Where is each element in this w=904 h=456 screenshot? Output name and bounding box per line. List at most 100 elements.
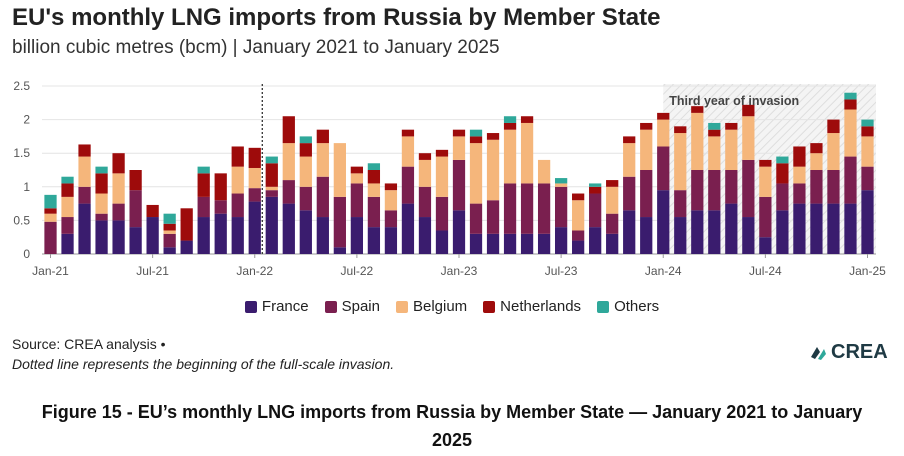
bar-segment-spain xyxy=(265,190,278,197)
bar-segment-others xyxy=(589,183,602,187)
x-tick-label: Jul-24 xyxy=(749,264,782,278)
bar-segment-netherlands xyxy=(146,204,159,218)
bar-segment-belgium xyxy=(435,156,449,197)
y-tick-label: 1.5 xyxy=(13,146,30,160)
bar-segment-france xyxy=(452,210,466,254)
bar-segment-france xyxy=(78,203,91,254)
bar-segment-france xyxy=(180,240,193,254)
bar-segment-belgium xyxy=(384,190,398,211)
bar-segment-france xyxy=(384,227,398,254)
bar-segment-spain xyxy=(810,170,823,204)
bar-segment-spain xyxy=(657,146,670,191)
bar-segment-netherlands xyxy=(776,163,789,184)
bar-segment-belgium xyxy=(282,143,295,181)
bar-segment-belgium xyxy=(401,136,415,167)
bar-segment-belgium xyxy=(95,193,108,214)
bar-segment-netherlands xyxy=(180,208,193,241)
bar-segment-france xyxy=(572,240,585,254)
bar-segment-france xyxy=(163,247,176,254)
bar-segment-netherlands xyxy=(725,122,738,130)
bar-segment-belgium xyxy=(452,136,466,160)
bar-segment-france xyxy=(61,233,74,254)
bar-segment-spain xyxy=(384,210,398,228)
bar-segment-belgium xyxy=(231,166,244,194)
bar-segment-spain xyxy=(861,166,874,191)
bar-segment-others xyxy=(844,92,857,100)
legend-item-belgium: Belgium xyxy=(395,298,467,315)
bar-segment-spain xyxy=(793,183,806,204)
crea-logo-text: CREA xyxy=(831,341,888,363)
bar-segment-belgium xyxy=(725,129,738,170)
bar-segment-france xyxy=(112,220,125,254)
bar-segment-belgium xyxy=(61,196,74,218)
bar-segment-spain xyxy=(606,213,619,234)
bar-segment-netherlands xyxy=(623,136,636,144)
bar-segment-france xyxy=(691,210,704,254)
chart-legend: France Spain Belgium Netherlands Others xyxy=(0,298,904,315)
bar-segment-belgium xyxy=(861,136,874,167)
bar-segment-france xyxy=(248,201,261,254)
bar-segment-belgium xyxy=(537,159,551,184)
chart-title: EU's monthly LNG imports from Russia by … xyxy=(12,4,661,31)
bar-segment-others xyxy=(61,176,74,184)
bar-segment-netherlands xyxy=(674,126,687,134)
source-text: Source: CREA analysis • xyxy=(12,336,166,352)
bar-segment-belgium xyxy=(418,159,432,187)
bar-segment-spain xyxy=(401,166,415,204)
third-year-annotation: Third year of invasion xyxy=(669,94,799,108)
bar-segment-spain xyxy=(708,170,721,211)
legend-label-netherlands: Netherlands xyxy=(500,298,582,315)
bar-segment-spain xyxy=(503,183,517,234)
bar-segment-belgium xyxy=(367,183,381,197)
bar-segment-netherlands xyxy=(759,159,772,167)
bar-segment-belgium xyxy=(759,166,772,197)
bar-segment-belgium xyxy=(572,200,585,231)
bar-segment-belgium xyxy=(112,173,125,204)
bar-segment-netherlands xyxy=(640,122,653,130)
bar-segment-netherlands xyxy=(742,104,755,117)
bar-segment-spain xyxy=(691,170,704,211)
bar-segment-belgium xyxy=(674,133,687,191)
bar-segment-belgium xyxy=(606,186,619,214)
bar-segment-spain xyxy=(725,170,738,204)
bar-segment-belgium xyxy=(742,116,755,160)
stacked-bar-chart: 0 0.5 1 1.5 2 2.5 Jan-21 Jul-21 Jan-22 Jul-22 Jan-… xyxy=(13,79,886,278)
bar-segment-belgium xyxy=(316,143,329,177)
bar-segment-netherlands xyxy=(78,144,91,157)
bar-segment-spain xyxy=(282,180,295,204)
bar-segment-netherlands xyxy=(708,129,721,137)
bar-segment-netherlands xyxy=(810,143,823,154)
bar-segment-spain xyxy=(742,159,755,218)
bar-segment-france xyxy=(95,220,108,254)
legend-swatch-netherlands xyxy=(483,300,496,313)
bar-segment-france xyxy=(146,217,159,254)
bar-segment-others xyxy=(708,122,721,130)
x-tick-label: Jan-21 xyxy=(32,264,69,278)
bar-segment-spain xyxy=(435,196,449,231)
bar-segment-spain xyxy=(350,183,364,218)
x-tick-label: Jan-24 xyxy=(645,264,682,278)
bar-segment-france xyxy=(776,210,789,254)
bar-segment-netherlands xyxy=(589,186,602,194)
y-tick-label: 2 xyxy=(23,113,30,127)
bar-segment-spain xyxy=(844,156,857,204)
bar-segment-others xyxy=(554,178,568,184)
bar-segment-netherlands xyxy=(606,180,619,187)
bar-segment-spain xyxy=(520,183,534,234)
bar-segment-france xyxy=(657,190,670,254)
x-tick-label: Jan-22 xyxy=(236,264,273,278)
bar-segment-spain xyxy=(554,186,568,228)
x-tick-label: Jan-25 xyxy=(849,264,886,278)
bar-segment-others xyxy=(861,119,874,127)
bar-segment-belgium xyxy=(810,153,823,170)
bar-segment-others xyxy=(299,136,312,144)
bar-segment-france xyxy=(537,233,551,254)
bar-segment-spain xyxy=(486,200,500,234)
bar-segment-france xyxy=(861,190,874,254)
bar-segment-netherlands xyxy=(469,136,483,144)
bar-segment-netherlands xyxy=(401,129,415,137)
bar-segment-france xyxy=(554,227,568,254)
bar-segment-netherlands xyxy=(350,166,364,174)
bar-segment-belgium xyxy=(503,129,517,184)
bar-segment-france xyxy=(503,233,517,254)
